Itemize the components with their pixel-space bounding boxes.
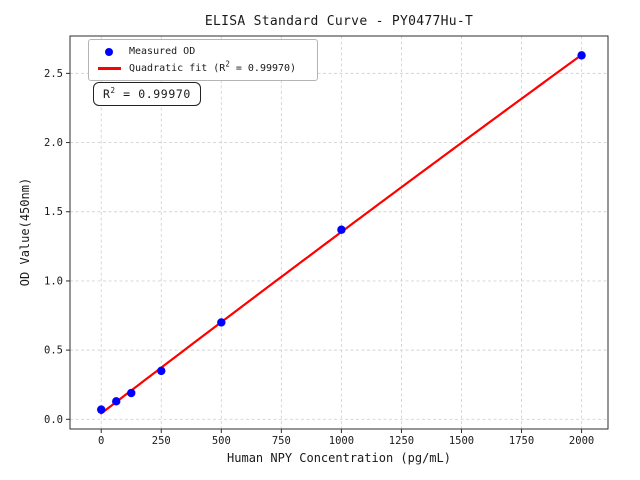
data-point [112,397,121,406]
plot-border [69,35,609,430]
r2-suffix: = 0.99970 [115,87,191,101]
y-tick-label: 1.0 [44,275,63,287]
y-tick-label: 0.0 [44,414,63,426]
r2-sup: 2 [110,86,116,96]
legend-entry-measured: Measured OD [96,43,310,60]
legend-label-fit: Quadratic fit (R2 = 0.99970) [129,59,297,74]
legend: Measured OD Quadratic fit (R2 = 0.99970) [88,39,318,81]
x-tick-label: 1750 [509,435,534,447]
r-squared-annotation: R2 = 0.99970 [93,82,201,106]
chart-title: ELISA Standard Curve - PY0477Hu-T [204,14,474,29]
data-point [97,405,106,414]
fit-line-icon [97,67,121,70]
r2-prefix: R [103,87,111,101]
x-axis-title: Human NPY Concentration (pg/mL) [227,451,451,465]
measured-od-dot-icon [105,47,113,56]
x-tick-label: 0 [98,435,104,447]
y-tick-label: 0.5 [44,345,63,357]
legend-marker-col [96,47,122,56]
x-tick-label: 1250 [389,435,414,447]
x-tick-label: 500 [212,435,231,447]
x-tick-label: 250 [152,435,171,447]
y-tick-label: 2.5 [44,68,63,80]
legend-entry-fit: Quadratic fit (R2 = 0.99970) [96,60,310,77]
y-tick-label: 2.0 [44,137,63,149]
x-tick-label: 750 [272,435,291,447]
legend-label-measured: Measured OD [129,46,196,57]
x-tick-label: 1500 [449,435,474,447]
data-point [217,318,226,327]
y-axis-title: OD Value(450nm) [18,177,32,287]
x-tick-label: 1000 [329,435,354,447]
data-point [577,51,586,60]
legend-fit-prefix: Quadratic fit (R [129,63,226,74]
data-point [337,225,346,234]
legend-fit-suffix: = 0.99970) [229,63,297,74]
x-tick-label: 2000 [569,435,594,447]
data-point [157,366,166,376]
legend-fit-sup: 2 [225,59,230,69]
data-point [127,388,136,398]
y-tick-label: 1.5 [44,206,63,218]
legend-marker-col [96,67,122,70]
